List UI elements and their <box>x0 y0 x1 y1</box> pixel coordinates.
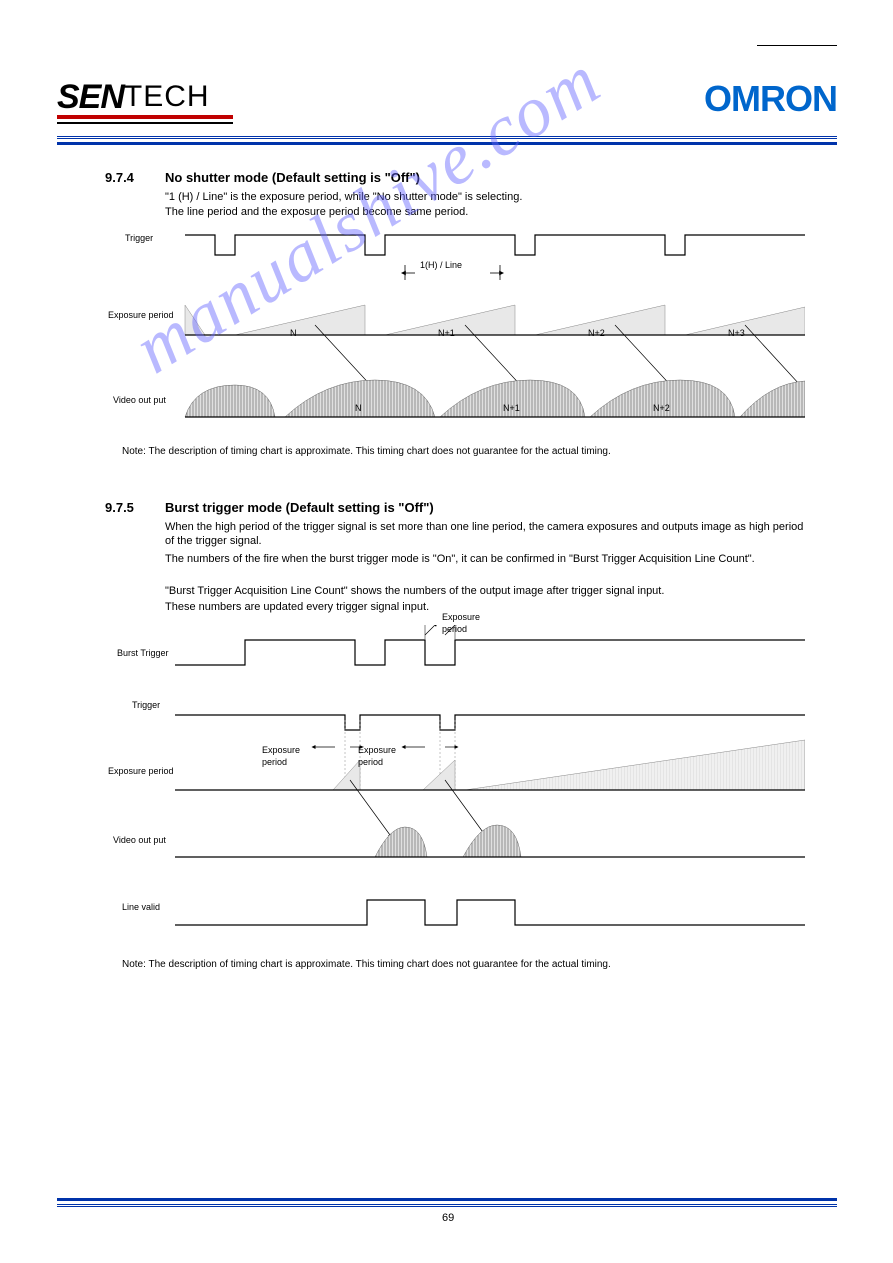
section1-title: No shutter mode (Default setting is "Off… <box>165 170 420 187</box>
section1-body2: The line period and the exposure period … <box>165 205 468 219</box>
logo-text-sen: SEN <box>57 78 124 116</box>
label-exposure-1: Exposure period <box>108 310 174 322</box>
label-burst: Burst Trigger <box>117 648 169 660</box>
label-n: N <box>290 328 297 340</box>
divider-bottom <box>57 1198 837 1207</box>
logo-underline-black <box>57 122 233 124</box>
label-n2: N+2 <box>588 328 605 340</box>
sentech-logo: SENTECH <box>57 78 233 124</box>
diagram-burst-trigger <box>105 625 805 955</box>
section1-number: 9.7.4 <box>105 170 134 187</box>
label-video-n1: N+1 <box>503 403 520 415</box>
label-exp-top: Exposure period <box>442 612 480 635</box>
logo-text-tech: TECH <box>124 80 210 113</box>
label-video-n2: N+2 <box>653 403 670 415</box>
diagram-no-shutter <box>105 225 805 435</box>
corner-line <box>757 45 837 46</box>
page-number: 69 <box>442 1211 454 1225</box>
label-line-valid: Line valid <box>122 902 160 914</box>
label-video-1: Video out put <box>113 395 166 407</box>
label-video-2: Video out put <box>113 835 166 847</box>
label-n1: N+1 <box>438 328 455 340</box>
label-exp-small1: Exposure period <box>262 745 300 768</box>
section2-note: Note: The description of timing chart is… <box>122 958 611 971</box>
doc-id: Product Specifications_GigE Area Scan Ca… <box>601 1229 837 1241</box>
section2-body2: The numbers of the fire when the burst t… <box>165 552 815 566</box>
label-n3: N+3 <box>728 328 745 340</box>
label-1hline: 1(H) / Line <box>420 260 462 272</box>
section2-title: Burst trigger mode (Default setting is "… <box>165 500 434 517</box>
section1-body1: "1 (H) / Line" is the exposure period, w… <box>165 190 522 204</box>
label-trigger-2: Trigger <box>132 700 160 712</box>
label-exp-small2: Exposure period <box>358 745 396 768</box>
section1-note: Note: The description of timing chart is… <box>122 445 611 458</box>
section2-number: 9.7.5 <box>105 500 134 517</box>
label-video-n: N <box>355 403 362 415</box>
omron-logo: OMRON <box>704 78 837 120</box>
label-exposure-2: Exposure period <box>108 766 174 778</box>
label-trigger-1: Trigger <box>125 233 153 245</box>
section2-body4: These numbers are updated every trigger … <box>165 600 429 614</box>
divider-top <box>57 136 837 145</box>
section2-body1: When the high period of the trigger sign… <box>165 520 815 549</box>
section2-body3: "Burst Trigger Acquisition Line Count" s… <box>165 584 815 598</box>
